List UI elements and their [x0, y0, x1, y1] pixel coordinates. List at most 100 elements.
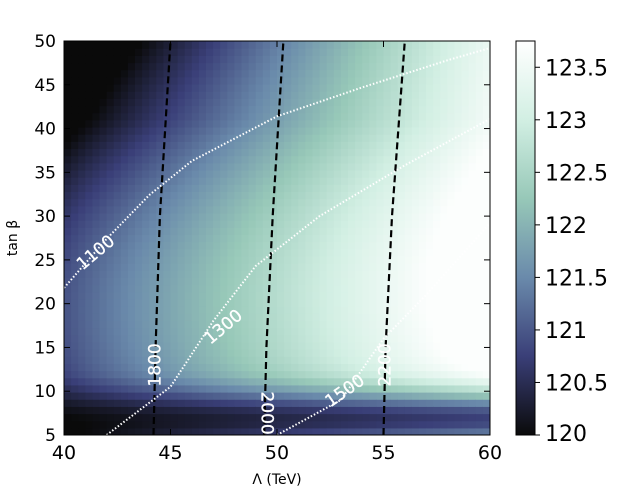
heatmap-cell: [433, 205, 441, 214]
heatmap-cell: [156, 384, 164, 393]
heatmap-cell: [277, 291, 285, 300]
heatmap-cell: [340, 291, 349, 300]
heatmap-cell: [135, 313, 143, 321]
heatmap-cell: [241, 134, 250, 142]
heatmap-cell: [106, 148, 115, 157]
heatmap-cell: [383, 112, 392, 121]
heatmap-cell: [206, 105, 214, 114]
heatmap-cell: [383, 105, 392, 114]
heatmap-cell: [156, 255, 164, 264]
heatmap-cell: [291, 327, 299, 336]
heatmap-cell: [99, 406, 108, 415]
heatmap-cell: [369, 62, 377, 71]
heatmap-cell: [284, 76, 292, 85]
heatmap-cell: [419, 177, 427, 185]
heatmap-cell: [475, 255, 484, 264]
heatmap-cell: [234, 105, 243, 114]
heatmap-cell: [419, 55, 427, 64]
heatmap-cell: [440, 62, 448, 71]
heatmap-cell: [291, 177, 299, 185]
heatmap-cell: [106, 41, 115, 49]
heatmap-cell: [92, 191, 101, 200]
heatmap-cell: [426, 148, 434, 157]
heatmap-cell: [447, 413, 456, 422]
heatmap-cell: [227, 55, 235, 64]
heatmap-cell: [255, 270, 264, 278]
heatmap-cell: [248, 320, 257, 329]
heatmap-cell: [454, 277, 463, 286]
heatmap-cell: [475, 91, 484, 99]
heatmap-cell: [277, 356, 285, 364]
heatmap-cell: [269, 98, 278, 107]
heatmap-cell: [156, 155, 164, 164]
heatmap-cell: [397, 306, 406, 314]
heatmap-cell: [92, 399, 101, 407]
heatmap-cell: [461, 313, 470, 321]
heatmap-cell: [120, 98, 129, 107]
heatmap-cell: [78, 356, 86, 364]
heatmap-cell: [135, 41, 143, 49]
heatmap-cell: [447, 112, 456, 121]
heatmap-cell: [426, 341, 434, 350]
heatmap-cell: [106, 191, 115, 200]
heatmap-cell: [348, 334, 356, 343]
heatmap-cell: [156, 62, 164, 71]
heatmap-cell: [326, 320, 335, 329]
heatmap-cell: [348, 306, 356, 314]
heatmap-cell: [262, 205, 271, 214]
heatmap-cell: [333, 76, 342, 85]
heatmap-cell: [369, 83, 377, 92]
heatmap-cell: [85, 377, 93, 386]
heatmap-cell: [78, 184, 86, 193]
heatmap-cell: [298, 220, 306, 228]
heatmap-cell: [113, 69, 122, 78]
heatmap-cell: [440, 291, 448, 300]
heatmap-cell: [85, 298, 93, 307]
heatmap-cell: [369, 291, 377, 300]
heatmap-cell: [113, 62, 122, 71]
heatmap-cell: [213, 162, 221, 171]
heatmap-cell: [106, 320, 115, 329]
heatmap-cell: [383, 83, 392, 92]
heatmap-cell: [177, 320, 186, 329]
heatmap-cell: [461, 234, 470, 243]
heatmap-cell: [64, 162, 72, 171]
heatmap-cell: [454, 313, 463, 321]
heatmap-cell: [482, 384, 490, 393]
heatmap-cell: [298, 155, 306, 164]
heatmap-cell: [262, 420, 271, 429]
heatmap-cell: [411, 399, 420, 407]
heatmap-cell: [269, 384, 278, 393]
heatmap-cell: [220, 420, 228, 429]
heatmap-cell: [262, 134, 271, 142]
heatmap-cell: [440, 227, 448, 236]
heatmap-cell: [440, 284, 448, 293]
heatmap-cell: [411, 241, 420, 250]
heatmap-cell: [170, 241, 179, 250]
heatmap-cell: [376, 356, 385, 364]
heatmap-cell: [64, 76, 72, 85]
heatmap-cell: [78, 155, 86, 164]
heatmap-cell: [411, 184, 420, 193]
heatmap-cell: [135, 191, 143, 200]
heatmap-cell: [390, 83, 399, 92]
heatmap-cell: [71, 119, 79, 128]
heatmap-cell: [106, 98, 115, 107]
heatmap-cell: [198, 198, 207, 207]
heatmap-cell: [255, 427, 264, 435]
heatmap-cell: [333, 356, 342, 364]
heatmap-cell: [468, 406, 477, 415]
heatmap-cell: [454, 48, 463, 56]
heatmap-cell: [248, 184, 257, 193]
heatmap-cell: [71, 212, 79, 221]
heatmap-cell: [241, 105, 250, 114]
heatmap-cell: [241, 427, 250, 435]
heatmap-cell: [426, 306, 434, 314]
heatmap-cell: [305, 334, 314, 343]
heatmap-cell: [397, 284, 406, 293]
heatmap-cell: [241, 327, 250, 336]
heatmap-cell: [177, 220, 186, 228]
heatmap-cell: [248, 162, 257, 171]
heatmap-cell: [234, 370, 243, 379]
heatmap-cell: [362, 341, 370, 350]
